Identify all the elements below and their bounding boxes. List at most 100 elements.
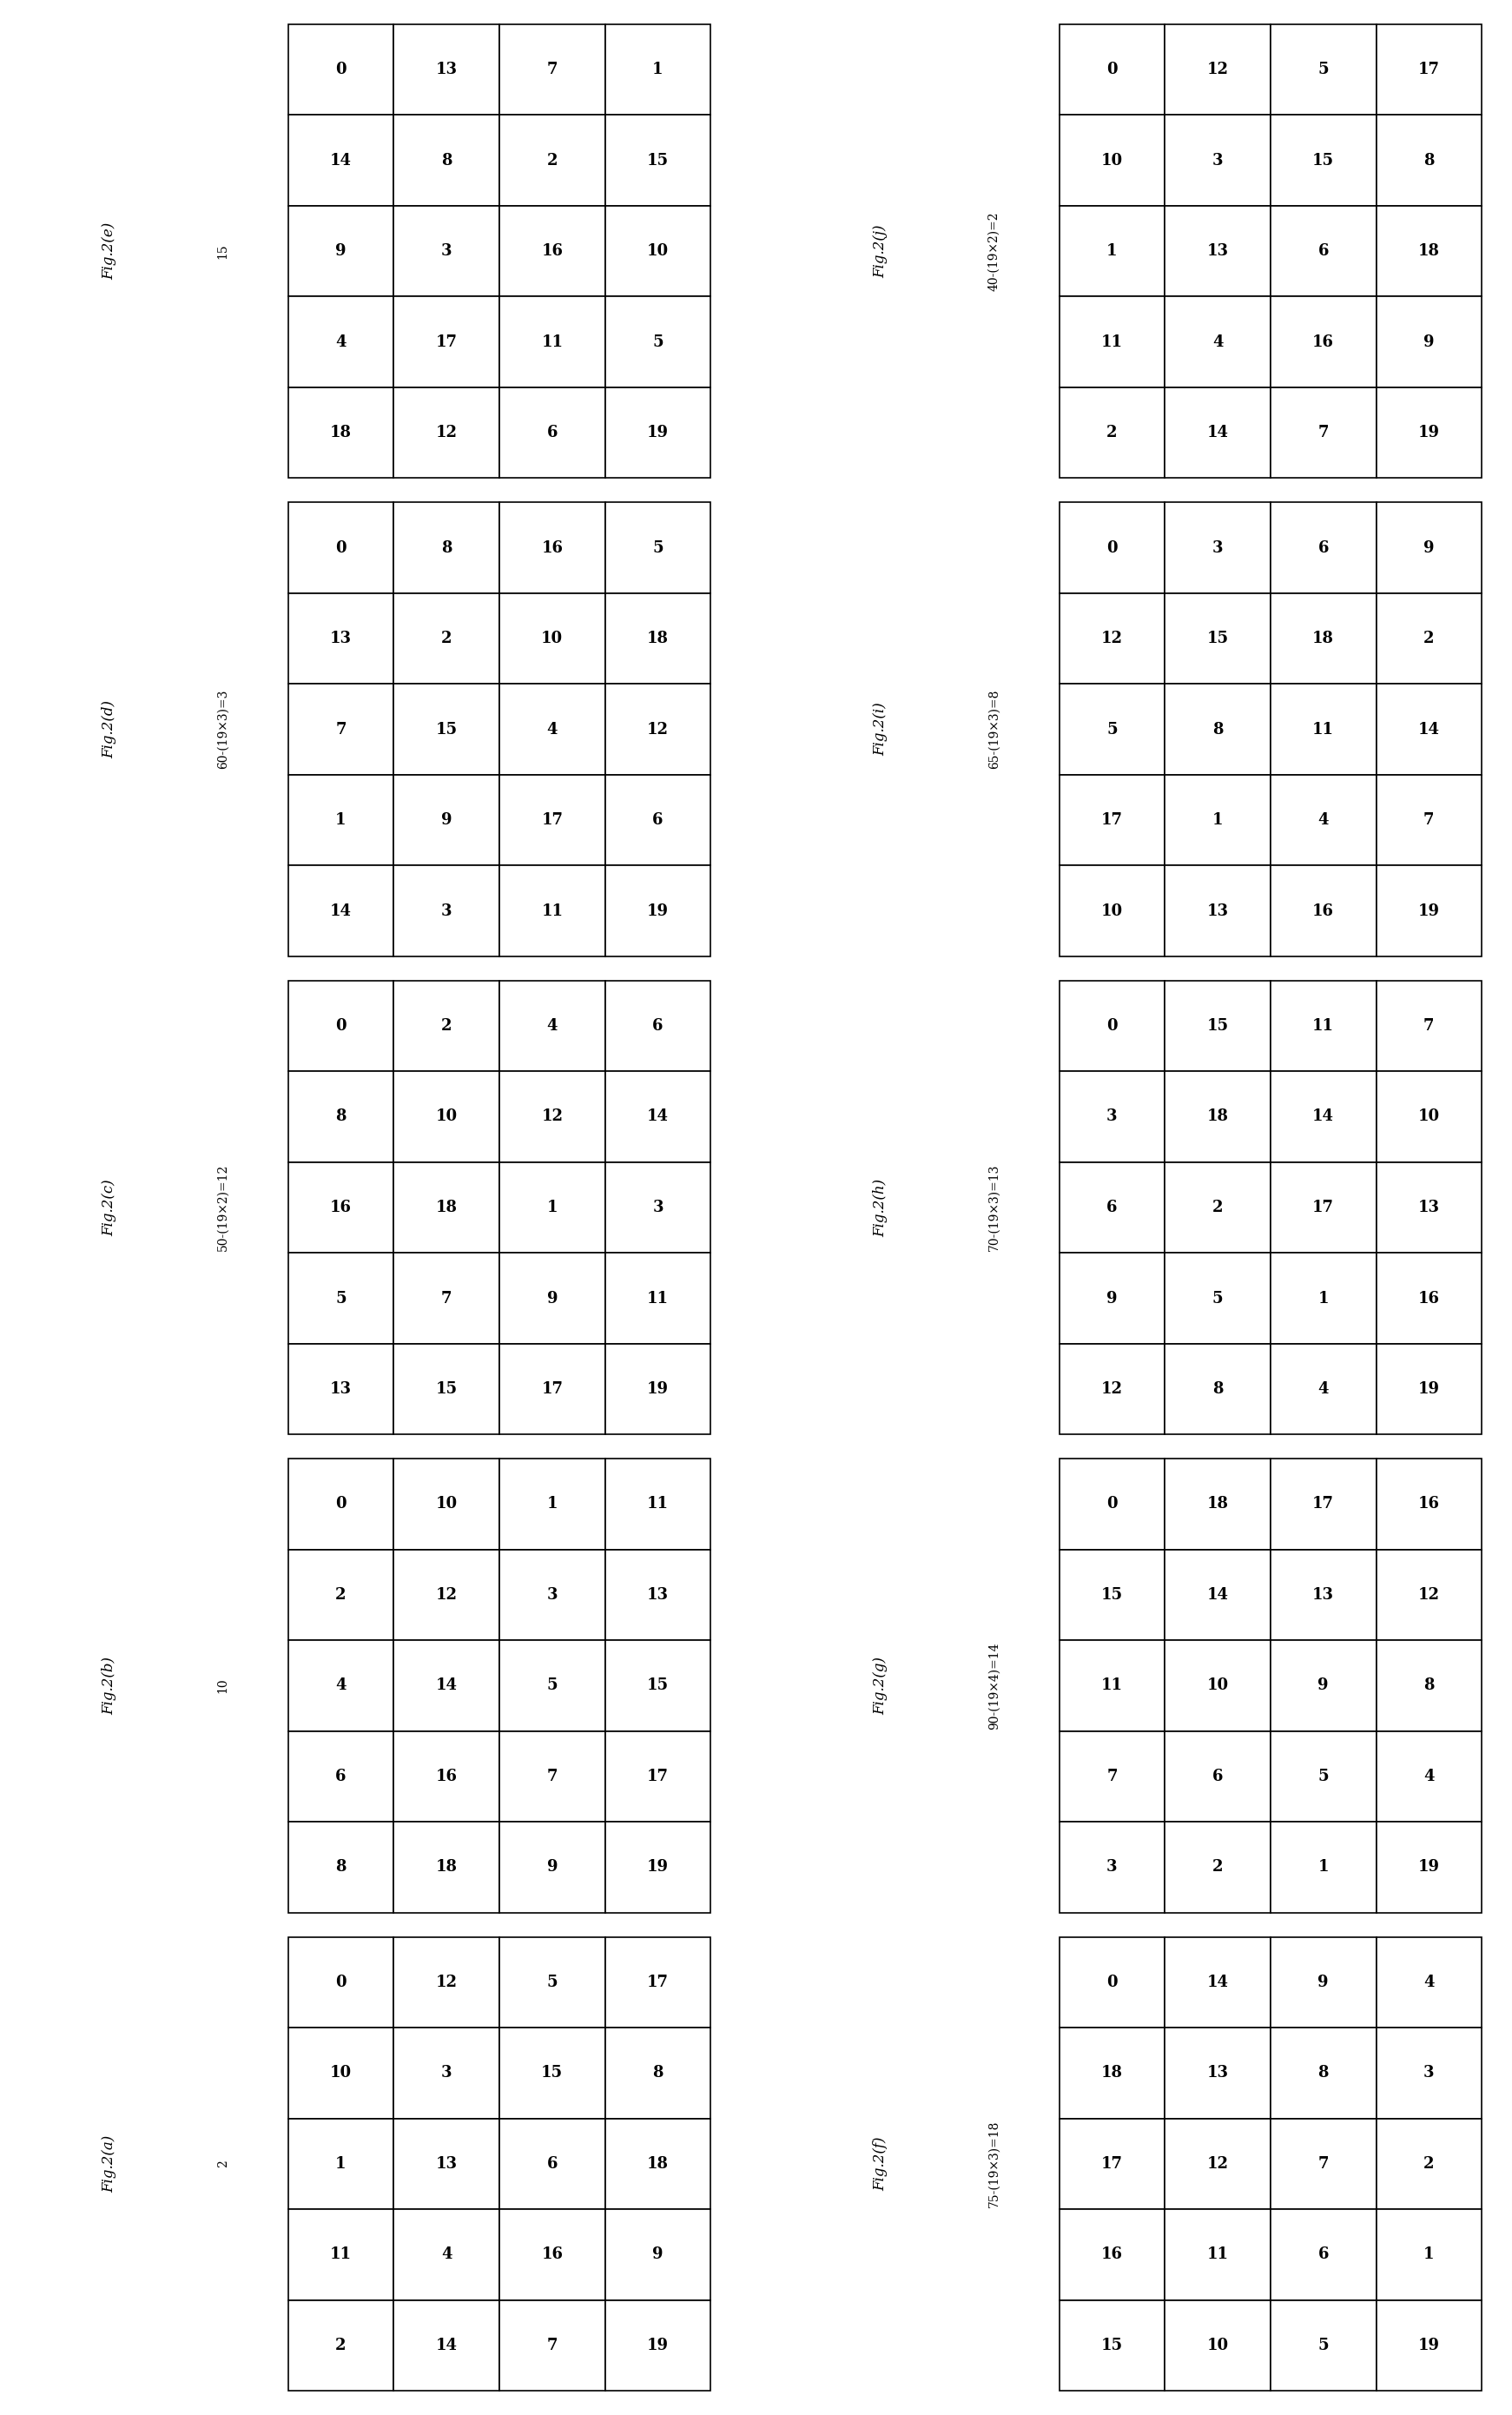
Text: 17: 17 [647, 1768, 668, 1785]
Text: 12: 12 [435, 425, 457, 440]
Text: 8: 8 [652, 2065, 664, 2082]
Bar [499, 502, 605, 594]
Bar [287, 1162, 393, 1253]
Text: 14: 14 [1207, 425, 1228, 440]
Text: 10: 10 [1418, 1108, 1439, 1125]
Text: 11: 11 [1312, 1019, 1334, 1034]
Bar [605, 205, 711, 297]
Bar [1376, 1162, 1482, 1253]
Bar [605, 775, 711, 865]
Bar [605, 2029, 711, 2118]
Bar [287, 205, 393, 297]
Bar [499, 980, 605, 1072]
Text: 65-(19×3)=8: 65-(19×3)=8 [987, 691, 1001, 768]
Bar [1058, 1550, 1164, 1640]
Bar [499, 1640, 605, 1732]
Bar [605, 297, 711, 386]
Text: 16: 16 [541, 541, 562, 555]
Bar [605, 1459, 711, 1550]
Text: 19: 19 [1418, 1381, 1439, 1396]
Bar [1376, 775, 1482, 865]
Text: 6: 6 [652, 811, 664, 828]
Text: 7: 7 [547, 63, 558, 77]
Text: 4: 4 [336, 1678, 346, 1693]
Bar [499, 1253, 605, 1343]
Bar [605, 1821, 711, 1913]
Bar [1058, 502, 1164, 594]
Text: Fig.2(h): Fig.2(h) [872, 1179, 888, 1236]
Text: 1: 1 [547, 1497, 558, 1512]
Text: 1: 1 [336, 811, 346, 828]
Bar [1058, 1640, 1164, 1732]
Bar [287, 1072, 393, 1162]
Text: 7: 7 [336, 722, 346, 737]
Bar [1164, 2029, 1270, 2118]
Bar [1164, 386, 1270, 478]
Text: 16: 16 [541, 2246, 562, 2263]
Text: 4: 4 [1423, 1768, 1435, 1785]
Bar [393, 2299, 499, 2391]
Bar [1270, 775, 1376, 865]
Text: 17: 17 [435, 333, 457, 350]
Text: 13: 13 [1207, 244, 1228, 258]
Bar [1270, 1640, 1376, 1732]
Bar [287, 2029, 393, 2118]
Bar [1058, 2299, 1164, 2391]
Text: 15: 15 [541, 2065, 562, 2082]
Text: 9: 9 [1318, 1975, 1329, 1990]
Text: 60-(19×3)=3: 60-(19×3)=3 [216, 691, 230, 768]
Bar [287, 1253, 393, 1343]
Bar [1164, 1253, 1270, 1343]
Text: 12: 12 [1207, 63, 1228, 77]
Text: 2: 2 [1213, 1860, 1223, 1874]
Bar [287, 2299, 393, 2391]
Bar [1270, 2118, 1376, 2210]
Text: 14: 14 [330, 152, 352, 169]
Bar [1164, 502, 1270, 594]
Bar [1058, 116, 1164, 205]
Text: 5: 5 [547, 1678, 558, 1693]
Text: 7: 7 [547, 2338, 558, 2352]
Bar [287, 980, 393, 1072]
Text: 9: 9 [1423, 333, 1435, 350]
Bar [1164, 865, 1270, 956]
Bar [1058, 24, 1164, 116]
Bar [1376, 116, 1482, 205]
Text: 18: 18 [435, 1200, 457, 1215]
Bar [1376, 1072, 1482, 1162]
Text: 18: 18 [1207, 1497, 1228, 1512]
Bar [1270, 1343, 1376, 1435]
Text: 16: 16 [1418, 1497, 1439, 1512]
Text: 9: 9 [652, 2246, 664, 2263]
Text: 7: 7 [1423, 1019, 1435, 1034]
Text: 10: 10 [330, 2065, 352, 2082]
Bar [393, 980, 499, 1072]
Text: 8: 8 [1213, 1381, 1223, 1396]
Text: 9: 9 [1107, 1290, 1117, 1307]
Text: 18: 18 [1101, 2065, 1123, 2082]
Text: Fig.2(f): Fig.2(f) [872, 2137, 888, 2190]
Bar [1164, 1937, 1270, 2029]
Bar [1164, 1821, 1270, 1913]
Bar [499, 1937, 605, 2029]
Text: 3: 3 [652, 1200, 664, 1215]
Text: 6: 6 [1318, 541, 1329, 555]
Text: 1: 1 [336, 2157, 346, 2171]
Bar [1270, 24, 1376, 116]
Text: 11: 11 [1312, 722, 1334, 737]
Bar [605, 1937, 711, 2029]
Bar [1164, 1640, 1270, 1732]
Text: 11: 11 [330, 2246, 352, 2263]
Text: 17: 17 [1101, 2157, 1123, 2171]
Bar [1164, 980, 1270, 1072]
Text: 75-(19×3)=18: 75-(19×3)=18 [987, 2120, 1001, 2207]
Bar [393, 1072, 499, 1162]
Text: 4: 4 [547, 722, 558, 737]
Text: 11: 11 [647, 1497, 668, 1512]
Bar [1164, 775, 1270, 865]
Text: Fig.2(d): Fig.2(d) [101, 700, 116, 758]
Bar [499, 775, 605, 865]
Text: 3: 3 [442, 2065, 452, 2082]
Bar [1058, 1821, 1164, 1913]
Bar [1164, 1343, 1270, 1435]
